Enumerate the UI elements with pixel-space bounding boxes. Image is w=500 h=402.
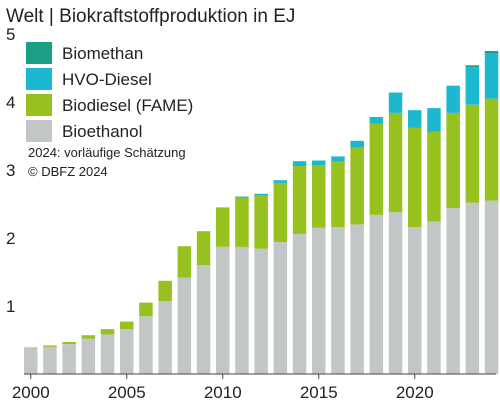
bar-segment-hvo-diesel-2014 xyxy=(292,161,307,166)
bar-segment-bioethanol-2013 xyxy=(273,242,288,374)
bar-segment-hvo-diesel-2017 xyxy=(350,140,364,148)
y-axis: 1 2 3 4 5 xyxy=(6,25,15,316)
legend-swatch-hvo-diesel xyxy=(26,68,52,90)
x-tick-label: 2000 xyxy=(12,383,50,402)
x-tick-label: 2005 xyxy=(108,383,146,402)
bar-segment-bioethanol-2020 xyxy=(408,227,422,374)
bar-segment-biodiesel-fame--2004 xyxy=(100,329,115,335)
bar-segment-biodiesel-fame--2000 xyxy=(24,347,38,349)
bar-segment-bioethanol-2011 xyxy=(235,246,249,374)
bar-segment-biodiesel-fame--2015 xyxy=(312,165,326,228)
bar-segment-hvo-diesel-2021 xyxy=(427,108,441,132)
bar-segment-hvo-diesel-2024 xyxy=(484,53,499,99)
y-tick-label: 4 xyxy=(6,93,15,112)
bar-segment-biodiesel-fame--2023 xyxy=(465,104,480,203)
bar-segment-bioethanol-2014 xyxy=(292,233,307,374)
bar-segment-biodiesel-fame--2011 xyxy=(235,197,249,247)
bar-segment-bioethanol-2015 xyxy=(312,227,326,374)
bar-segment-bioethanol-2000 xyxy=(24,348,38,374)
bar-segment-biodiesel-fame--2006 xyxy=(139,302,153,317)
bar-segment-biomethan-2024 xyxy=(484,51,499,54)
bar-segment-bioethanol-2009 xyxy=(196,265,211,374)
bar-segment-bioethanol-2008 xyxy=(177,277,192,374)
bar-segment-bioethanol-2018 xyxy=(369,214,384,374)
legend: Biomethan HVO-Diesel Biodiesel (FAME) Bioet… xyxy=(26,42,193,142)
plot-area xyxy=(24,51,499,374)
bar-segment-biodiesel-fame--2020 xyxy=(408,127,422,228)
x-tick-label: 2020 xyxy=(396,383,434,402)
bar-segment-bioethanol-2002 xyxy=(62,344,76,374)
bar-segment-biodiesel-fame--2013 xyxy=(273,182,288,243)
bar-segment-biodiesel-fame--2010 xyxy=(216,207,230,247)
bar-segment-biodiesel-fame--2009 xyxy=(196,231,211,266)
bar-segment-biodiesel-fame--2019 xyxy=(388,112,403,213)
bar-segment-biodiesel-fame--2012 xyxy=(254,195,268,249)
bar-segment-biodiesel-fame--2021 xyxy=(427,131,441,222)
bar-segment-biodiesel-fame--2008 xyxy=(177,246,192,278)
bar-segment-bioethanol-2003 xyxy=(81,338,96,374)
bar-segment-bioethanol-2021 xyxy=(427,221,441,374)
bar-segment-hvo-diesel-2023 xyxy=(465,67,480,105)
bar-segment-biodiesel-fame--2007 xyxy=(158,280,172,302)
bar-segment-biodiesel-fame--2016 xyxy=(331,161,345,228)
note-copyright: © DBFZ 2024 xyxy=(28,164,108,179)
bar-segment-bioethanol-2005 xyxy=(120,329,134,374)
chart-title: Welt | Biokraftstoffproduktion in EJ xyxy=(6,6,295,27)
y-tick-label: 1 xyxy=(6,297,15,316)
bar-segment-bioethanol-2024 xyxy=(484,200,499,374)
bar-segment-bioethanol-2012 xyxy=(254,248,268,374)
y-tick-label: 3 xyxy=(6,161,15,180)
bar-segment-biodiesel-fame--2002 xyxy=(62,342,76,344)
bar-segment-hvo-diesel-2012 xyxy=(254,193,268,196)
bar-segment-bioethanol-2001 xyxy=(43,346,57,374)
bar-segment-hvo-diesel-2015 xyxy=(312,160,326,166)
x-tick-label: 2015 xyxy=(300,383,338,402)
bar-segment-hvo-diesel-2013 xyxy=(273,180,288,183)
bar-segment-biodiesel-fame--2005 xyxy=(120,321,134,330)
bar-segment-biodiesel-fame--2017 xyxy=(350,147,364,225)
bar-segment-hvo-diesel-2020 xyxy=(408,110,422,128)
bar-segment-biodiesel-fame--2001 xyxy=(43,345,57,347)
bar-segment-hvo-diesel-2011 xyxy=(235,196,249,198)
x-axis: 2000 2005 2010 2015 2020 xyxy=(12,374,434,402)
bar-segment-bioethanol-2007 xyxy=(158,301,172,374)
legend-label: Biodiesel (FAME) xyxy=(62,96,193,115)
bar-segment-bioethanol-2017 xyxy=(350,224,364,374)
y-tick-label: 2 xyxy=(6,229,15,248)
bar-segment-hvo-diesel-2019 xyxy=(388,92,403,113)
bar-segment-hvo-diesel-2022 xyxy=(446,85,460,113)
bar-segment-hvo-diesel-2016 xyxy=(331,156,345,162)
bar-segment-bioethanol-2023 xyxy=(465,202,480,374)
legend-label: Bioethanol xyxy=(62,122,142,141)
legend-swatch-biomethan xyxy=(26,42,52,64)
bar-segment-biodiesel-fame--2018 xyxy=(369,123,384,215)
bar-segment-bioethanol-2019 xyxy=(388,212,403,374)
legend-label: HVO-Diesel xyxy=(62,70,152,89)
bar-segment-biodiesel-fame--2022 xyxy=(446,112,460,209)
bar-segment-bioethanol-2022 xyxy=(446,208,460,374)
legend-swatch-biodiesel-fame- xyxy=(26,94,52,116)
y-tick-label: 5 xyxy=(6,25,15,44)
bar-segment-biodiesel-fame--2024 xyxy=(484,98,499,201)
bar-segment-biomethan-2023 xyxy=(465,65,480,68)
note-estimate: 2024: vorläufige Schätzung xyxy=(28,145,186,160)
bar-segment-biodiesel-fame--2014 xyxy=(292,165,307,234)
bar-segment-bioethanol-2004 xyxy=(100,334,115,374)
bar-segment-bioethanol-2016 xyxy=(331,227,345,374)
bar-segment-hvo-diesel-2018 xyxy=(369,117,384,124)
bar-segment-biodiesel-fame--2003 xyxy=(81,335,96,339)
legend-label: Biomethan xyxy=(62,44,143,63)
legend-swatch-bioethanol xyxy=(26,120,52,142)
bar-segment-bioethanol-2010 xyxy=(216,246,230,374)
x-tick-label: 2010 xyxy=(204,383,242,402)
bar-segment-bioethanol-2006 xyxy=(139,316,153,374)
